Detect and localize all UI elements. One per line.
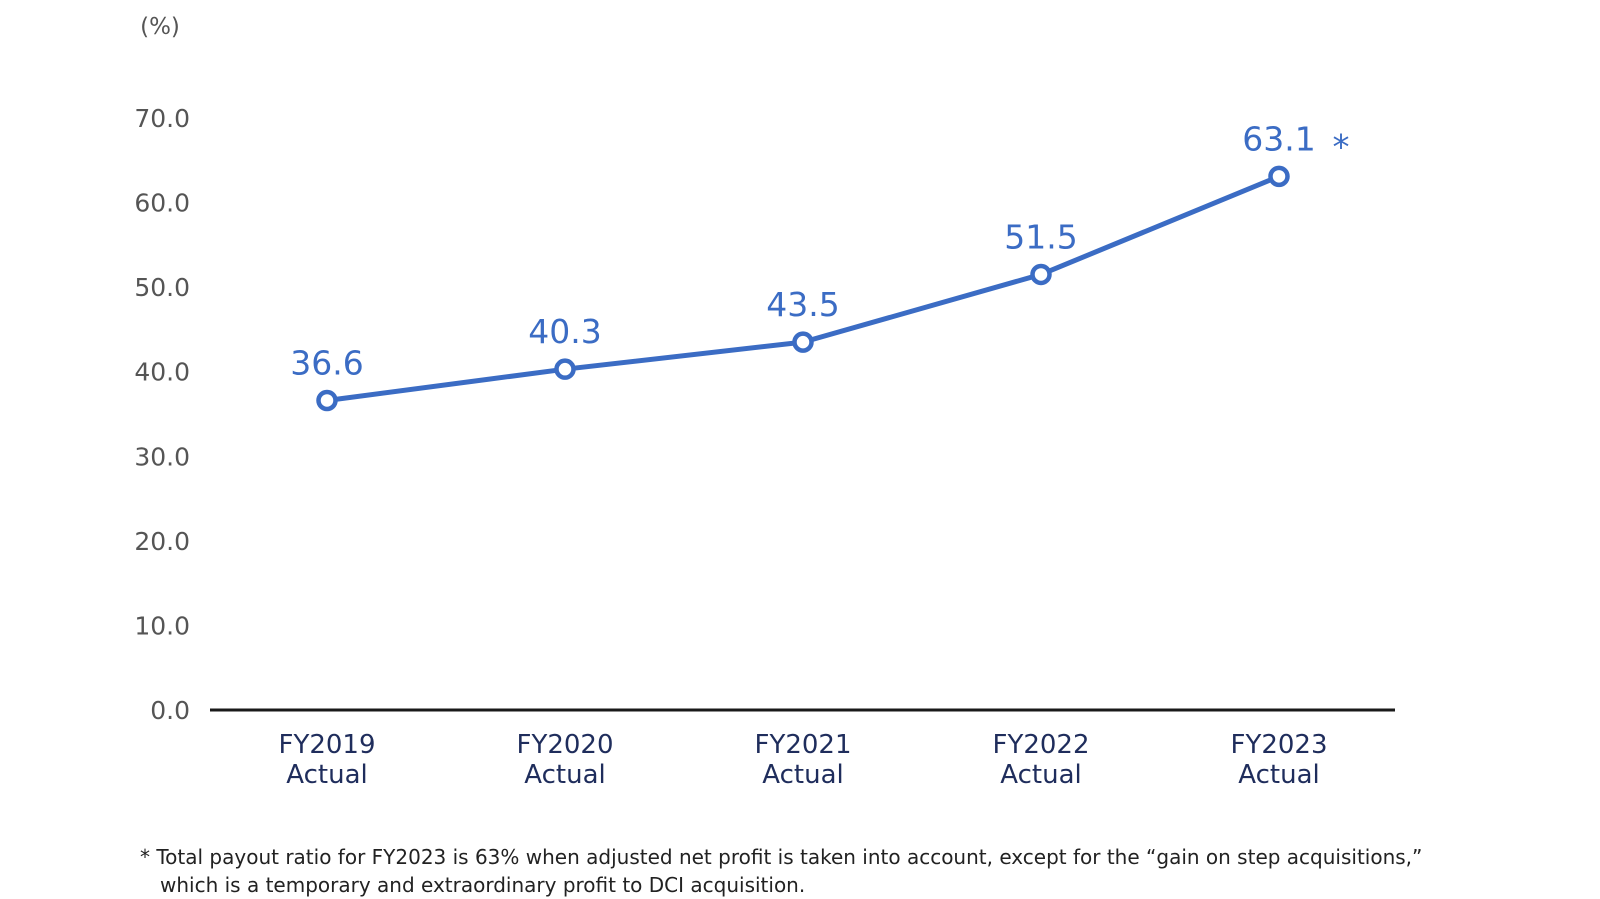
- y-tick-label: 40.0: [134, 358, 190, 387]
- data-point-marker: [1268, 165, 1290, 188]
- x-category-sublabel: Actual: [286, 760, 367, 790]
- x-category-sublabel: Actual: [524, 760, 605, 790]
- y-tick-label: 50.0: [134, 273, 190, 302]
- x-category-sublabel: Actual: [1238, 760, 1319, 790]
- y-unit-label: (%): [140, 14, 180, 40]
- footnote-line-2: which is a temporary and extraordinary p…: [160, 873, 806, 897]
- y-tick-label: 0.0: [150, 696, 190, 725]
- y-tick-label: 20.0: [134, 527, 190, 556]
- data-point-marker: [316, 389, 338, 412]
- data-value-label: 40.3: [528, 312, 601, 351]
- y-tick-label: 30.0: [134, 442, 190, 471]
- payout-ratio-chart: (%) 0.0 10.0 20.0 30.0 40.0 50.0 60.0 70.0 FY2019…: [134, 14, 1395, 790]
- data-value-label: 51.5: [1004, 217, 1077, 256]
- data-value-label: 36.6: [290, 343, 363, 382]
- x-category-label: FY2020: [516, 730, 613, 760]
- data-point-marker: [792, 331, 814, 353]
- data-point-marker: [1030, 263, 1052, 286]
- x-category-label: FY2022: [992, 730, 1089, 760]
- data-value-label: 63.1: [1242, 119, 1315, 158]
- data-value-label: 43.5: [766, 285, 839, 324]
- x-category-label: FY2023: [1230, 730, 1327, 760]
- x-category-label: FY2019: [278, 730, 375, 760]
- y-tick-label: 60.0: [134, 189, 190, 218]
- x-category-sublabel: Actual: [1000, 760, 1081, 790]
- data-point-marker: [554, 358, 576, 380]
- y-tick-label: 70.0: [134, 104, 190, 133]
- annotation-asterisk: *: [1333, 127, 1350, 167]
- x-category-sublabel: Actual: [762, 760, 843, 790]
- x-category-label: FY2021: [754, 730, 851, 760]
- footnote-line-1: * Total payout ratio for FY2023 is 63% w…: [140, 845, 1423, 869]
- y-tick-label: 10.0: [134, 611, 190, 640]
